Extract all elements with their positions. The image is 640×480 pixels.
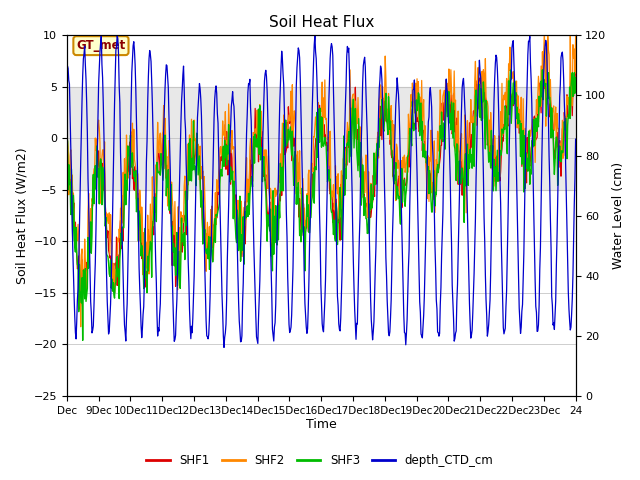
Title: Soil Heat Flux: Soil Heat Flux: [269, 15, 374, 30]
Bar: [67, 87, 575, 190]
Legend: SHF1, SHF2, SHF3, depth_CTD_cm: SHF1, SHF2, SHF3, depth_CTD_cm: [142, 449, 498, 472]
Y-axis label: Water Level (cm): Water Level (cm): [612, 162, 625, 269]
Text: GT_met: GT_met: [76, 39, 125, 52]
X-axis label: Time: Time: [306, 419, 337, 432]
Y-axis label: Soil Heat Flux (W/m2): Soil Heat Flux (W/m2): [15, 147, 28, 284]
